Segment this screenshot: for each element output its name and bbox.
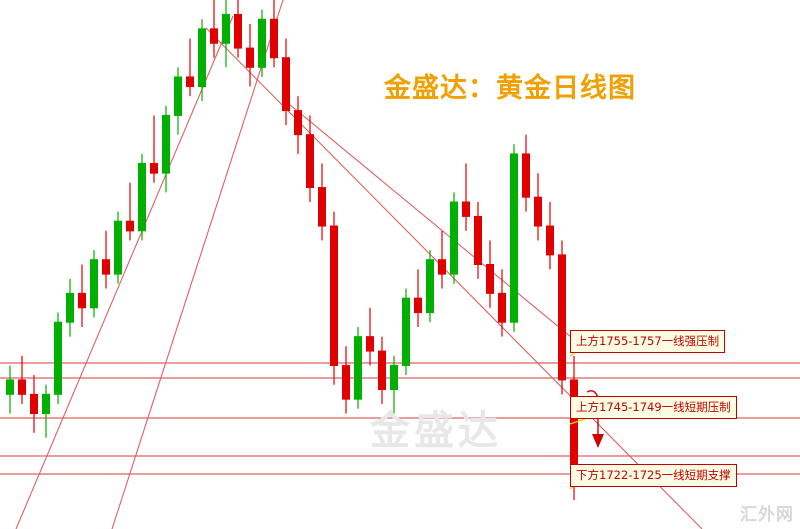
candle-body — [30, 393, 38, 415]
candle-body — [18, 379, 26, 395]
candle-body — [258, 18, 266, 68]
candle-body — [42, 393, 50, 415]
candle-body — [54, 321, 62, 395]
candle-body — [114, 220, 122, 275]
callout-resistance-short-text: 上方1745-1749一线短期压制 — [576, 400, 731, 414]
candle-body — [414, 297, 422, 314]
candle-body — [126, 220, 134, 232]
candle-body — [390, 364, 398, 391]
callout-support-short-text: 下方1722-1725一线短期支撑 — [576, 468, 731, 482]
trendline-ascending-upper — [111, 0, 284, 529]
callout-resistance-strong-text: 上方1755-1757一线强压制 — [576, 334, 720, 348]
candle-body — [318, 187, 326, 227]
callout-support-short: 下方1722-1725一线短期支撑 — [570, 464, 737, 487]
candle-body — [294, 110, 302, 136]
leader-line-2 — [569, 417, 589, 425]
candle-body — [474, 215, 482, 265]
candle-body — [6, 379, 14, 395]
candle-body — [186, 76, 194, 88]
candle-body — [162, 114, 170, 174]
candle-body — [546, 225, 554, 256]
candle-body — [102, 259, 110, 275]
candle-body — [198, 28, 206, 88]
candle-body — [282, 57, 290, 112]
candle-body — [498, 292, 506, 323]
candle-body — [90, 259, 98, 309]
candle-body — [78, 292, 86, 309]
candle-body — [222, 13, 230, 44]
candle-body — [558, 254, 566, 381]
candle-body — [450, 201, 458, 275]
candle-body — [138, 163, 146, 232]
candle-body — [510, 153, 518, 323]
callout-resistance-short: 上方1745-1749一线短期压制 — [570, 396, 737, 419]
candle-body — [246, 47, 254, 68]
site-brand-watermark: 汇外网 — [740, 505, 794, 525]
candle-body — [306, 134, 314, 189]
candle-body — [270, 18, 278, 59]
trendline-descending-inner — [288, 103, 584, 348]
candle-body — [462, 201, 470, 217]
callout-resistance-strong: 上方1755-1757一线强压制 — [570, 330, 726, 353]
candle-body — [150, 163, 158, 174]
candle-body — [234, 13, 242, 49]
candle-body — [354, 336, 362, 400]
candle-body — [534, 196, 542, 227]
candle-body — [486, 264, 494, 294]
candle-body — [378, 350, 386, 391]
candle-body — [210, 28, 218, 44]
candle-body — [342, 364, 350, 400]
chart-title: 金盛达：黄金日线图 — [384, 73, 636, 104]
candle-group — [6, 0, 578, 501]
candle-body — [174, 76, 182, 116]
candle-body — [66, 292, 74, 323]
candle-body — [402, 297, 410, 366]
candle-body — [438, 259, 446, 275]
candle-body — [366, 336, 374, 352]
trendline-ascending-lower — [15, 15, 234, 529]
candle-body — [330, 225, 338, 366]
candle-body — [522, 153, 530, 198]
candle-body — [426, 259, 434, 314]
